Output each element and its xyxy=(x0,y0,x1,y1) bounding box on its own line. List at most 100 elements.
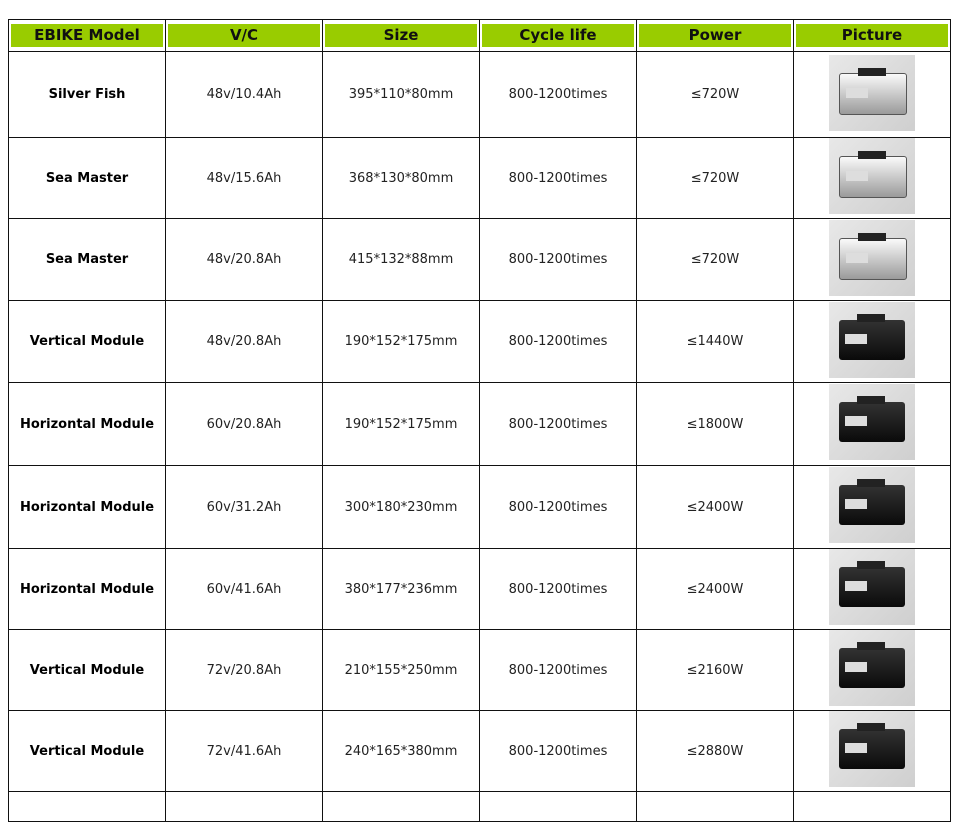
picture-cell xyxy=(793,382,951,466)
vc-cell: 48v/20.8Ah xyxy=(165,218,323,301)
power-cell: ≤1800W xyxy=(636,382,794,466)
battery-label xyxy=(845,416,867,426)
battery-handle xyxy=(858,232,886,241)
vc-cell: 48v/20.8Ah xyxy=(165,300,323,383)
battery-label xyxy=(845,743,867,753)
header-cycle-life: Cycle life xyxy=(479,19,637,52)
black-battery-photo xyxy=(829,549,915,625)
model-cell: Horizontal Module xyxy=(8,382,166,466)
size-cell: 190*152*175mm xyxy=(322,300,480,383)
size-cell: 395*110*80mm xyxy=(322,51,480,138)
battery-label xyxy=(846,252,868,263)
battery-image xyxy=(839,642,905,688)
battery-image xyxy=(839,313,905,360)
battery-label xyxy=(845,499,867,509)
picture-cell xyxy=(793,218,951,301)
battery-label xyxy=(845,662,867,672)
header-size: Size xyxy=(322,19,480,52)
header-model: EBIKE Model xyxy=(8,19,166,52)
power-cell: ≤2880W xyxy=(636,710,794,792)
battery-image xyxy=(839,67,907,115)
model-cell: Sea Master xyxy=(8,218,166,301)
table-row: Horizontal Module 60v/31.2Ah 300*180*230… xyxy=(8,465,951,549)
battery-handle xyxy=(858,151,886,159)
silver-battery-photo xyxy=(829,54,915,131)
battery-handle xyxy=(858,67,886,76)
ebike-battery-table: EBIKE Model V/C Size Cycle life Power Pi… xyxy=(8,19,951,822)
battery-label xyxy=(845,581,867,591)
power-cell: ≤2400W xyxy=(636,548,794,630)
battery-label xyxy=(846,87,868,98)
cycle-life-cell: 800-1200times xyxy=(479,629,637,711)
picture-cell xyxy=(793,51,951,138)
table-row: Sea Master 48v/20.8Ah 415*132*88mm 800-1… xyxy=(8,218,951,301)
vc-cell: 60v/20.8Ah xyxy=(165,382,323,466)
picture-cell xyxy=(793,548,951,630)
silver-battery-photo xyxy=(829,219,915,296)
picture-cell xyxy=(793,710,951,792)
battery-handle xyxy=(857,561,885,569)
header-picture: Picture xyxy=(793,19,951,52)
table-row: Horizontal Module 60v/41.6Ah 380*177*236… xyxy=(8,548,951,630)
model-cell: Vertical Module xyxy=(8,710,166,792)
battery-handle xyxy=(857,723,885,731)
vc-cell: 48v/10.4Ah xyxy=(165,51,323,138)
picture-cell xyxy=(793,465,951,549)
battery-image xyxy=(839,396,905,442)
battery-label xyxy=(846,171,868,181)
model-cell: Horizontal Module xyxy=(8,548,166,630)
model-cell: Vertical Module xyxy=(8,300,166,383)
vc-cell: 60v/31.2Ah xyxy=(165,465,323,549)
vc-cell: 60v/41.6Ah xyxy=(165,548,323,630)
cycle-life-cell: 800-1200times xyxy=(479,300,637,383)
table-row: Vertical Module 72v/41.6Ah 240*165*380mm… xyxy=(8,710,951,792)
model-cell: Silver Fish xyxy=(8,51,166,138)
power-cell: ≤720W xyxy=(636,51,794,138)
model-cell: Vertical Module xyxy=(8,629,166,711)
table-row: Silver Fish 48v/10.4Ah 395*110*80mm 800-… xyxy=(8,51,951,138)
cycle-life-cell: 800-1200times xyxy=(479,218,637,301)
battery-image xyxy=(839,561,905,607)
size-cell: 190*152*175mm xyxy=(322,382,480,466)
vc-cell: 72v/20.8Ah xyxy=(165,629,323,711)
black-battery-photo xyxy=(829,301,915,378)
header-power: Power xyxy=(636,19,794,52)
vc-cell: 48v/15.6Ah xyxy=(165,137,323,219)
table-row: Sea Master 48v/15.6Ah 368*130*80mm 800-1… xyxy=(8,137,951,219)
black-battery-photo xyxy=(829,711,915,787)
size-cell: 210*155*250mm xyxy=(322,629,480,711)
black-battery-photo xyxy=(829,630,915,706)
power-cell: ≤720W xyxy=(636,137,794,219)
size-cell: 415*132*88mm xyxy=(322,218,480,301)
header-row: EBIKE Model V/C Size Cycle life Power Pi… xyxy=(8,19,951,52)
battery-handle xyxy=(857,642,885,650)
header-vc: V/C xyxy=(165,19,323,52)
cycle-life-cell: 800-1200times xyxy=(479,710,637,792)
table-row xyxy=(8,791,951,822)
table-row: Vertical Module 72v/20.8Ah 210*155*250mm… xyxy=(8,629,951,711)
black-battery-photo xyxy=(829,467,915,543)
vc-cell: 72v/41.6Ah xyxy=(165,710,323,792)
silver-battery-photo xyxy=(829,138,915,214)
battery-handle xyxy=(857,313,885,322)
black-battery-photo xyxy=(829,384,915,460)
battery-label xyxy=(845,333,867,344)
table-row: Vertical Module 48v/20.8Ah 190*152*175mm… xyxy=(8,300,951,383)
battery-handle xyxy=(857,396,885,404)
power-cell: ≤720W xyxy=(636,218,794,301)
cycle-life-cell: 800-1200times xyxy=(479,137,637,219)
picture-cell xyxy=(793,300,951,383)
battery-image xyxy=(839,723,905,769)
battery-handle xyxy=(857,479,885,487)
battery-image xyxy=(839,232,907,280)
battery-image xyxy=(839,151,907,198)
power-cell: ≤1440W xyxy=(636,300,794,383)
power-cell: ≤2400W xyxy=(636,465,794,549)
cycle-life-cell: 800-1200times xyxy=(479,382,637,466)
power-cell: ≤2160W xyxy=(636,629,794,711)
size-cell: 368*130*80mm xyxy=(322,137,480,219)
cycle-life-cell: 800-1200times xyxy=(479,51,637,138)
size-cell: 380*177*236mm xyxy=(322,548,480,630)
size-cell: 240*165*380mm xyxy=(322,710,480,792)
battery-image xyxy=(839,479,905,525)
